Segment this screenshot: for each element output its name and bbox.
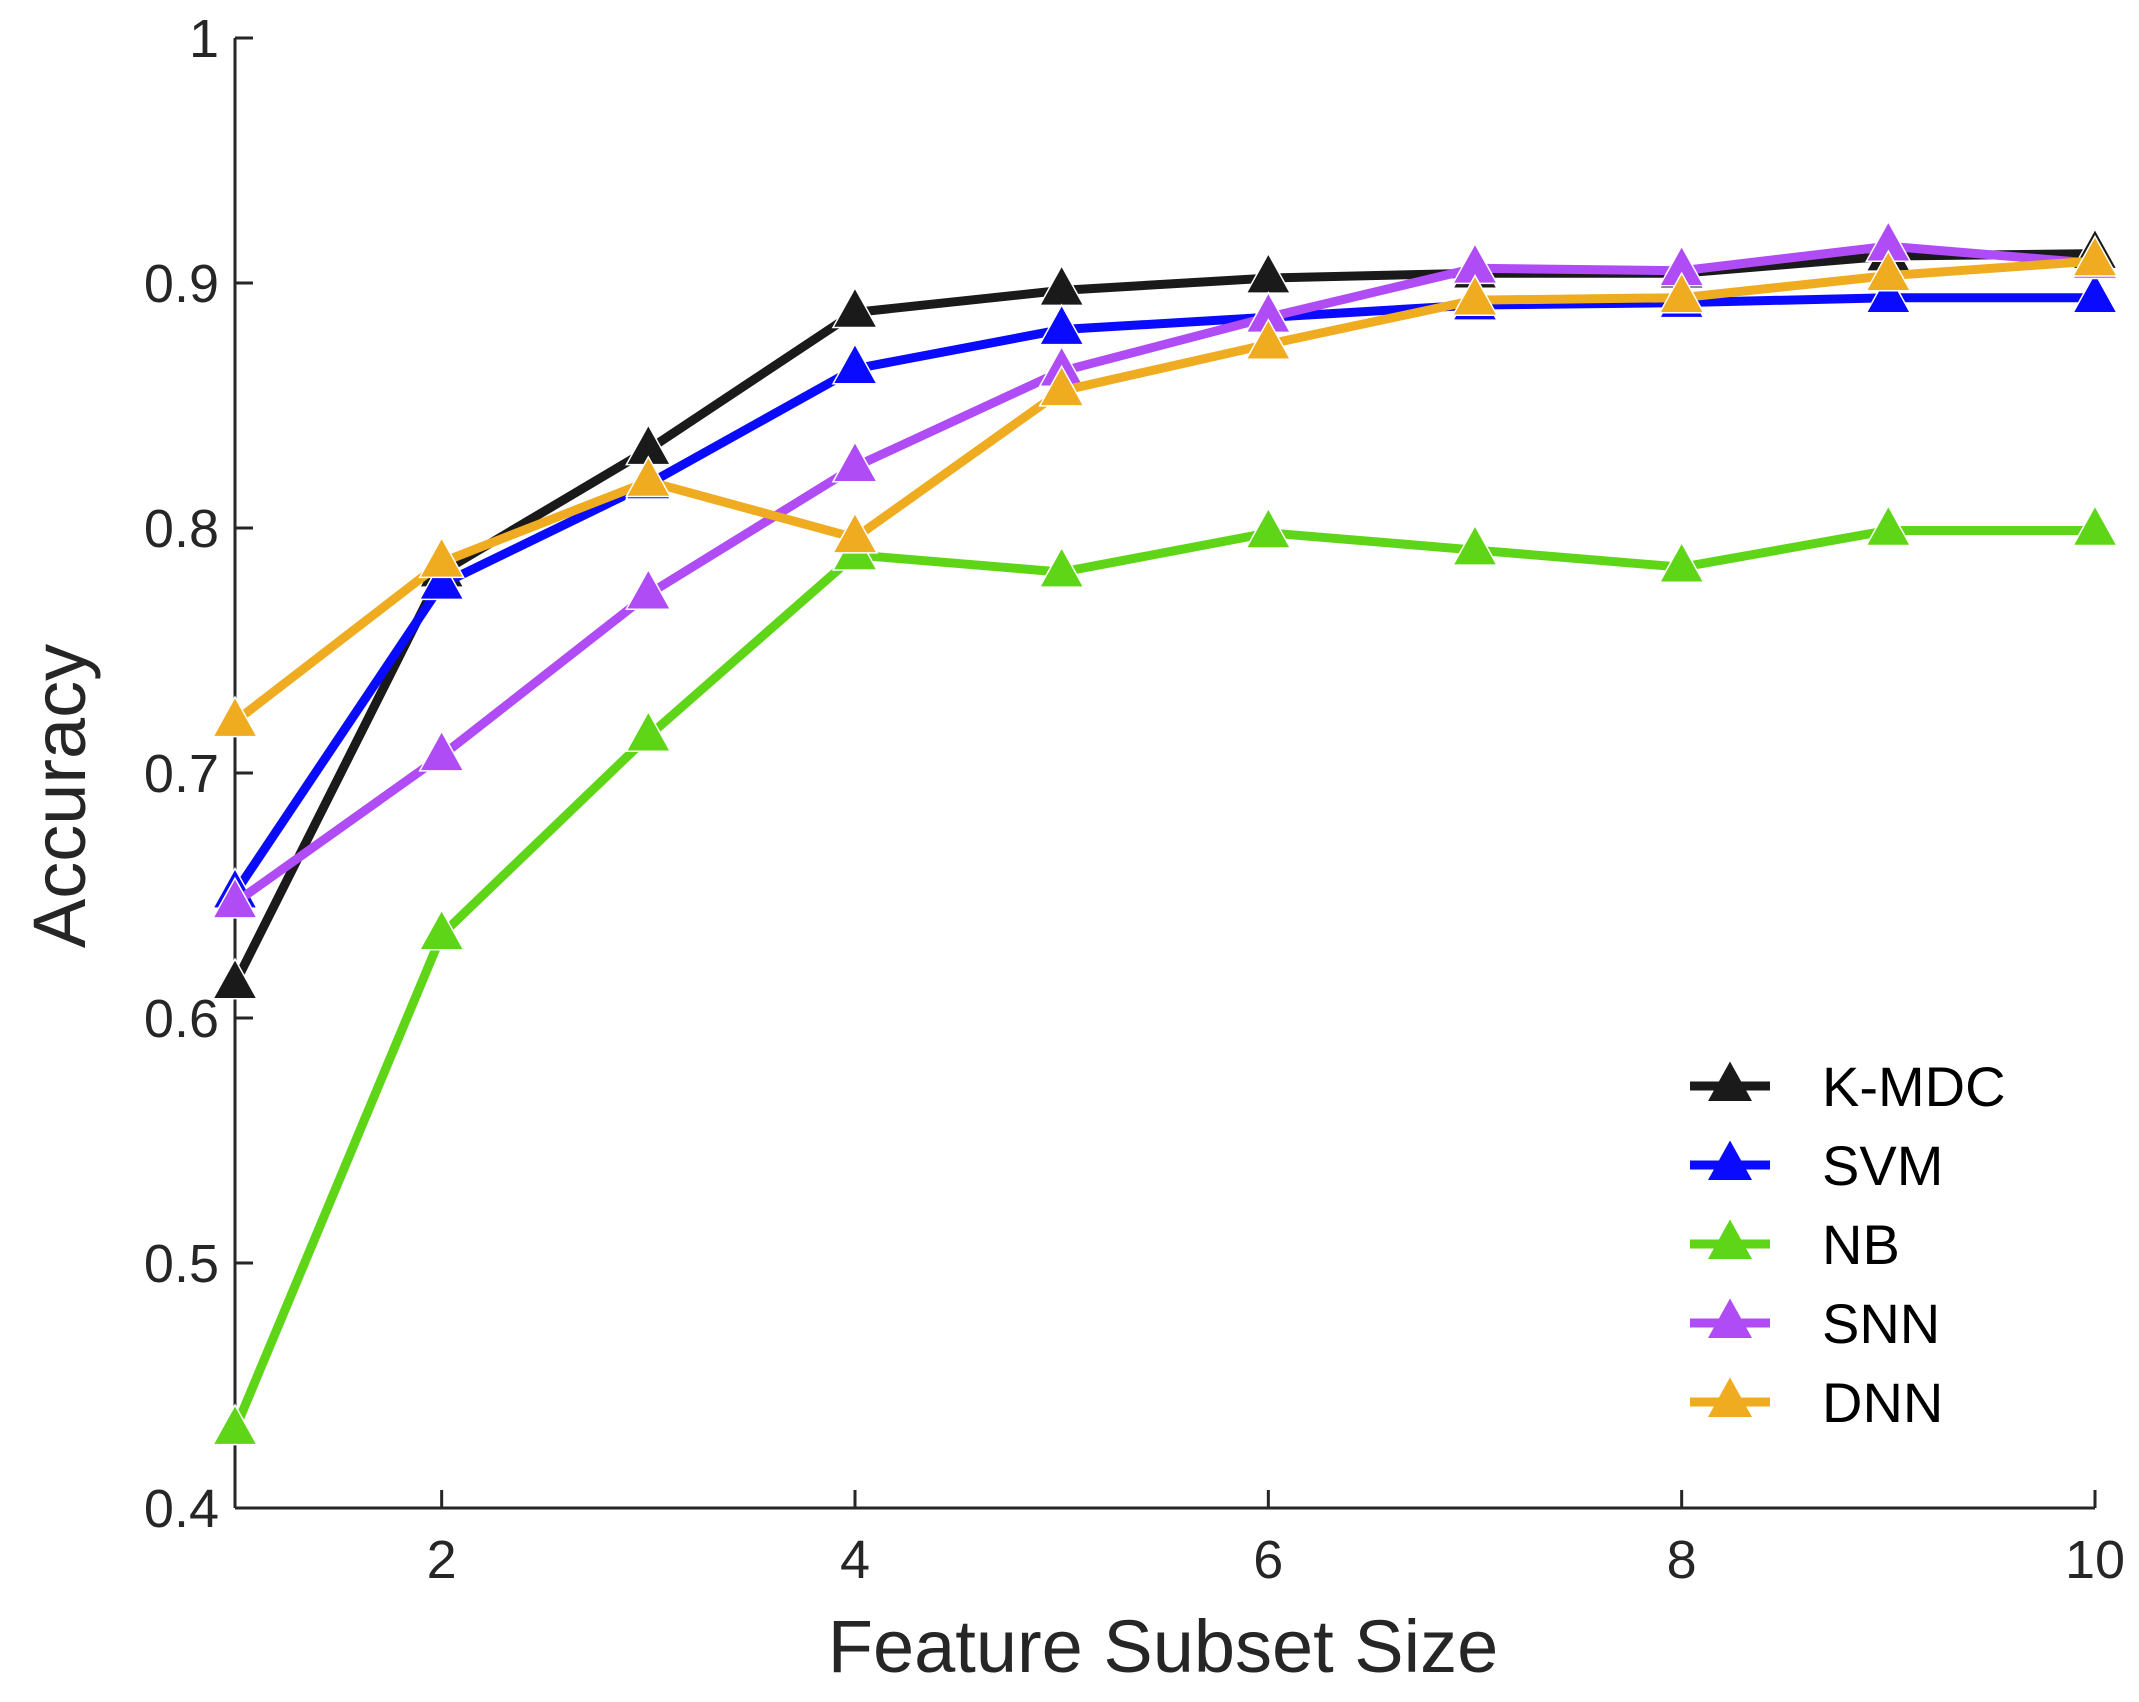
series-lines bbox=[211, 220, 2119, 1446]
data-point-marker bbox=[1865, 271, 1912, 314]
y-tick-label: 0.8 bbox=[144, 499, 219, 559]
data-point-marker bbox=[2071, 271, 2119, 314]
data-point-marker bbox=[1451, 274, 1499, 316]
data-point-marker bbox=[418, 729, 465, 772]
legend-item-nb: NB bbox=[1690, 1213, 1900, 1276]
legend-item-snn: SNN bbox=[1690, 1292, 1940, 1355]
series-line bbox=[232, 241, 2096, 907]
data-point-marker bbox=[831, 286, 879, 329]
data-point-marker bbox=[211, 695, 259, 738]
y-tick-label: 0.7 bbox=[144, 744, 219, 804]
data-point-marker bbox=[1451, 523, 1499, 566]
series-line bbox=[230, 525, 2095, 1432]
y-tick-label: 0.5 bbox=[144, 1234, 219, 1294]
data-point-marker bbox=[2071, 234, 2119, 277]
legend-swatch-marker bbox=[1708, 1061, 1752, 1102]
y-tick-label: 0.4 bbox=[144, 1479, 219, 1539]
legend-swatch-marker bbox=[1708, 1219, 1752, 1260]
legend: K-MDC SVM NB SNN DNN bbox=[1690, 1055, 2006, 1434]
data-point-marker bbox=[1038, 364, 1085, 407]
x-tick-label: 4 bbox=[840, 1530, 870, 1590]
series-line bbox=[232, 256, 2096, 726]
data-point-marker bbox=[1658, 541, 1705, 583]
data-point-marker bbox=[625, 568, 672, 610]
data-point-marker bbox=[1245, 318, 1292, 361]
series-line bbox=[231, 293, 2095, 896]
data-point-marker bbox=[211, 1403, 259, 1446]
data-point-marker bbox=[625, 710, 672, 753]
axes: 0.4 0.5 0.6 0.7 0.8 0.9 1 2 4 6 8 10 bbox=[144, 9, 2125, 1590]
legend-swatch-marker bbox=[1708, 1377, 1752, 1418]
legend-label: SVM bbox=[1822, 1134, 1943, 1197]
data-point-marker bbox=[831, 511, 879, 554]
data-point-marker bbox=[2071, 504, 2119, 547]
data-point-marker bbox=[211, 876, 259, 919]
data-point-marker bbox=[831, 342, 879, 385]
data-point-marker bbox=[211, 957, 259, 1000]
x-tick-label: 2 bbox=[427, 1530, 457, 1590]
series-line bbox=[230, 249, 2096, 986]
legend-label: DNN bbox=[1822, 1371, 1943, 1434]
legend-label: SNN bbox=[1822, 1292, 1940, 1355]
y-tick-label: 1 bbox=[189, 9, 219, 69]
data-point-marker bbox=[1865, 504, 1912, 547]
legend-swatch-marker bbox=[1708, 1140, 1752, 1181]
data-point-marker bbox=[625, 455, 672, 498]
series-dnn bbox=[211, 234, 2119, 738]
data-point-marker bbox=[1658, 271, 1705, 314]
legend-item-k-mdc: K-MDC bbox=[1690, 1055, 2006, 1118]
data-point-marker bbox=[418, 908, 465, 951]
y-tick-label: 0.6 bbox=[144, 989, 219, 1049]
legend-item-dnn: DNN bbox=[1690, 1371, 1943, 1434]
legend-item-svm: SVM bbox=[1690, 1134, 1943, 1197]
x-tick-label: 6 bbox=[1253, 1530, 1283, 1590]
legend-label: K-MDC bbox=[1822, 1055, 2006, 1118]
data-point-marker bbox=[1038, 546, 1085, 588]
data-point-marker bbox=[831, 440, 879, 483]
y-axis-title: Accuracy bbox=[18, 644, 101, 948]
data-point-marker bbox=[1245, 506, 1292, 549]
y-tick-label: 0.9 bbox=[144, 254, 219, 314]
legend-swatch-marker bbox=[1708, 1298, 1752, 1339]
x-axis-title: Feature Subset Size bbox=[828, 1605, 1498, 1688]
legend-label: NB bbox=[1822, 1213, 1900, 1276]
x-tick-label: 10 bbox=[2065, 1530, 2125, 1590]
data-point-marker bbox=[1865, 249, 1912, 292]
data-point-marker bbox=[1038, 303, 1085, 346]
data-point-marker bbox=[418, 536, 465, 579]
series-nb bbox=[211, 504, 2119, 1446]
x-tick-label: 8 bbox=[1667, 1530, 1697, 1590]
data-point-marker bbox=[418, 558, 465, 601]
